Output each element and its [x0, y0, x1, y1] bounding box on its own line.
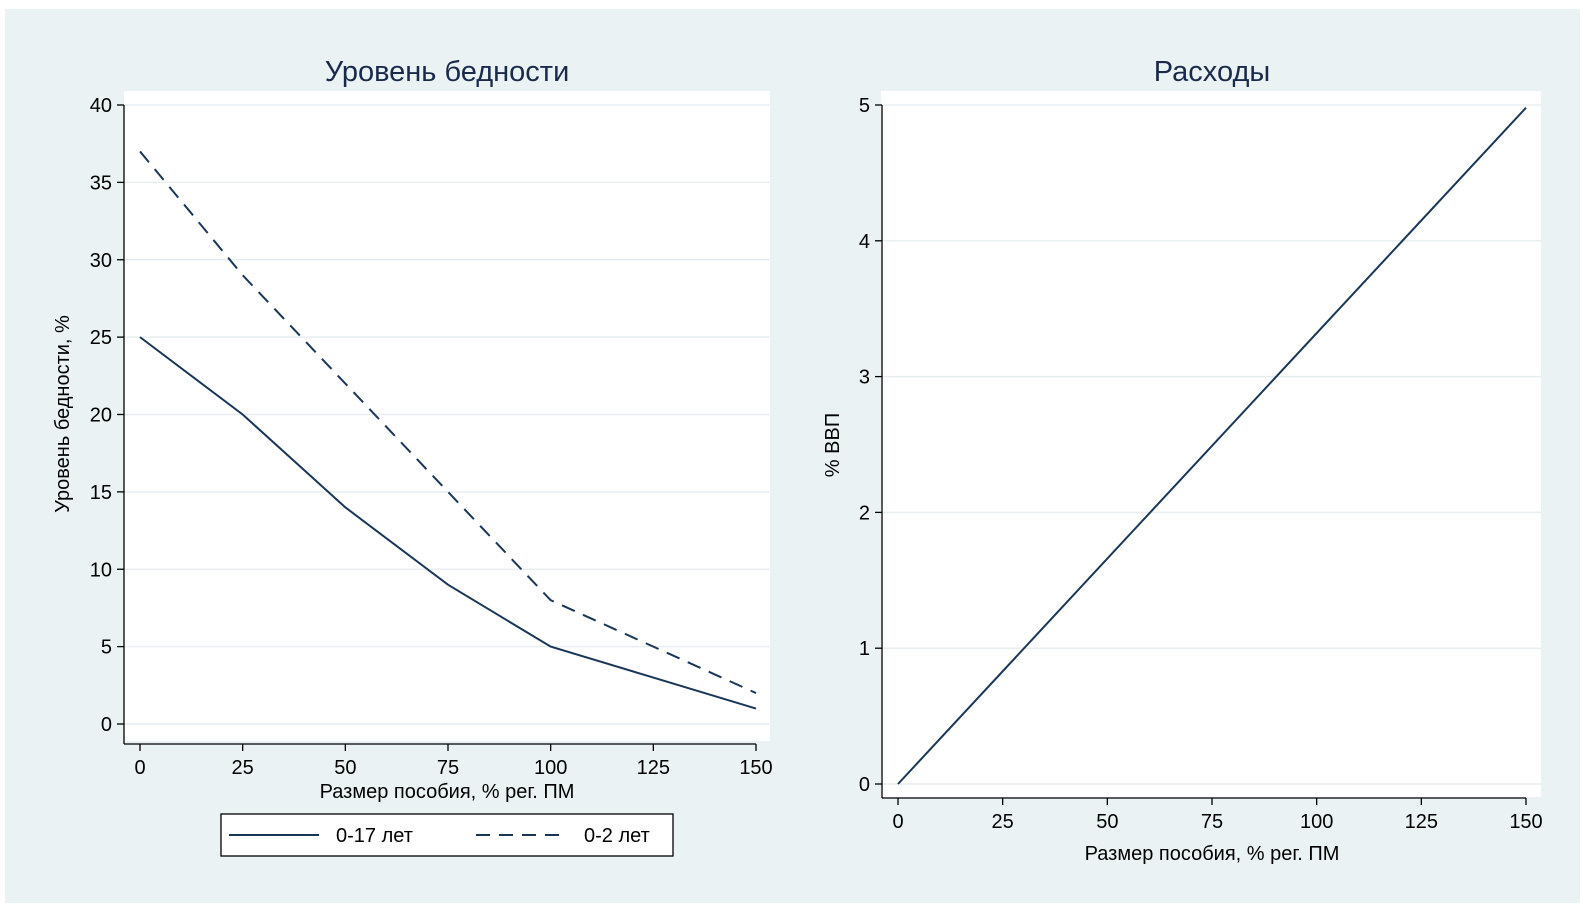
figure: 0 5 10 15 20 25 30 35 40 0 25 50 75 100 125 150 Уровень …	[5, 9, 1580, 903]
x-tick-label: 25	[992, 811, 1014, 833]
y-tick-label: 3	[859, 367, 870, 389]
data-point	[344, 506, 346, 508]
y-tick-label: 20	[90, 405, 112, 427]
x-tick-label: 125	[637, 757, 670, 779]
y-tick-label: 30	[90, 250, 112, 272]
y-tick-label: 15	[90, 482, 112, 504]
data-point	[755, 708, 757, 710]
y-tick-label: 1	[859, 638, 870, 660]
y-axis-title: % ВВП	[822, 413, 844, 477]
x-axis-title: Размер пособия, % рег. ПМ	[1085, 843, 1340, 865]
data-point	[897, 783, 899, 785]
series-line-1	[897, 107, 1527, 785]
chart-title: Расходы	[1154, 56, 1270, 88]
y-tick-label: 5	[101, 637, 112, 659]
y-tick-label: 0	[859, 774, 870, 796]
data-point	[652, 646, 654, 648]
x-tick-label: 150	[1509, 811, 1542, 833]
y-tick-label: 25	[90, 327, 112, 349]
y-tick-label: 5	[859, 95, 870, 117]
legend-label-2: 0-2 лет	[584, 825, 650, 847]
chart-title: Уровень бедности	[325, 56, 570, 88]
x-tick-label: 75	[1201, 811, 1223, 833]
x-tick-label: 100	[1300, 811, 1333, 833]
plot-area	[124, 91, 770, 741]
data-point	[139, 336, 141, 338]
x-tick-label: 150	[739, 757, 772, 779]
data-point	[550, 646, 552, 648]
x-tick-label: 50	[1096, 811, 1118, 833]
y-tick-label: 10	[90, 559, 112, 581]
x-tick-label: 100	[534, 757, 567, 779]
x-tick-label: 0	[892, 811, 903, 833]
y-tick-label: 35	[90, 172, 112, 194]
x-axis-title: Размер пособия, % рег. ПМ	[320, 781, 575, 803]
y-tick-label: 2	[859, 502, 870, 524]
data-point	[242, 274, 244, 276]
data-point	[242, 414, 244, 416]
data-point	[550, 599, 552, 601]
data-point	[652, 677, 654, 679]
data-point	[344, 383, 346, 385]
y-tick-label: 0	[101, 714, 112, 736]
y-axis-title: Уровень бедности, %	[52, 315, 74, 513]
x-tick-label: 0	[134, 757, 145, 779]
series-line-2	[139, 150, 757, 694]
data-point	[139, 150, 141, 152]
y-tick-label: 40	[90, 95, 112, 117]
data-point	[755, 692, 757, 694]
y-tick-label: 4	[859, 231, 870, 253]
x-tick-label: 125	[1405, 811, 1438, 833]
x-tick-label: 25	[232, 757, 254, 779]
legend-label-1: 0-17 лет	[336, 825, 413, 847]
series-line-1	[139, 336, 757, 710]
data-point	[447, 491, 449, 493]
data-point	[1525, 107, 1527, 109]
data-point	[447, 584, 449, 586]
x-tick-label: 50	[334, 757, 356, 779]
x-tick-label: 75	[437, 757, 459, 779]
